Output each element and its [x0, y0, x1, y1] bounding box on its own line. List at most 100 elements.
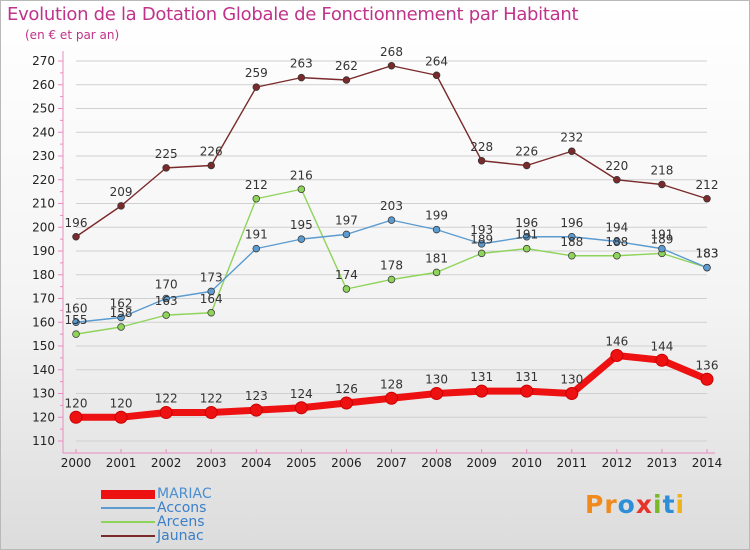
data-label-jaunac: 262 — [335, 59, 358, 73]
data-label-mariac: 131 — [470, 370, 493, 384]
data-label-mariac: 124 — [290, 387, 313, 401]
data-point-accons — [297, 235, 306, 243]
data-label-jaunac: 232 — [560, 130, 583, 144]
data-point-arcens — [568, 252, 576, 260]
y-tick-label: 140 — [32, 363, 55, 377]
data-point-jaunac — [342, 76, 351, 84]
data-label-jaunac: 196 — [65, 216, 88, 230]
data-point-accons — [568, 233, 576, 241]
data-label-arcens: 178 — [380, 259, 403, 273]
legend: MARIAC Accons Arcens Jaunac — [101, 487, 212, 543]
data-label-jaunac: 226 — [515, 145, 538, 159]
logo-letter: i — [653, 490, 663, 519]
data-point-arcens — [432, 268, 441, 277]
y-tick-label: 120 — [32, 410, 55, 424]
legend-swatch — [101, 489, 155, 499]
legend-swatch — [101, 535, 155, 537]
chart-subtitle: (en € et par an) — [25, 28, 120, 42]
y-tick-label: 210 — [32, 197, 55, 211]
y-tick-label: 170 — [32, 292, 55, 306]
data-point-mariac — [430, 387, 444, 400]
x-tick-label: 2011 — [557, 456, 588, 470]
data-label-arcens: 181 — [425, 251, 448, 265]
data-label-mariac: 136 — [696, 358, 719, 372]
data-label-accons: 195 — [290, 218, 313, 232]
data-label-arcens: 188 — [560, 235, 583, 249]
y-tick-label: 230 — [32, 149, 55, 163]
data-label-jaunac: 259 — [245, 66, 268, 80]
data-point-jaunac — [162, 164, 170, 172]
y-tick-label: 130 — [32, 387, 55, 401]
data-point-arcens — [162, 311, 170, 319]
data-label-arcens: 191 — [515, 228, 538, 242]
data-label-arcens: 158 — [110, 306, 133, 320]
data-label-accons: 191 — [650, 228, 673, 242]
x-tick-label: 2005 — [286, 456, 317, 470]
data-label-jaunac: 268 — [380, 45, 403, 59]
y-tick-label: 270 — [32, 54, 55, 68]
data-label-jaunac: 263 — [290, 57, 313, 71]
logo-letter: t — [662, 490, 676, 519]
data-label-accons: 170 — [155, 278, 178, 292]
x-tick-label: 2008 — [421, 456, 452, 470]
x-tick-label: 2014 — [692, 456, 723, 470]
data-point-accons — [522, 233, 531, 241]
data-point-jaunac — [658, 180, 666, 189]
logo-letter: x — [635, 490, 653, 519]
logo-letter: i — [675, 490, 686, 519]
logo-letter: P — [585, 490, 605, 519]
data-label-accons: 199 — [425, 209, 448, 223]
data-label-mariac: 128 — [380, 377, 403, 391]
data-point-jaunac — [568, 147, 576, 156]
data-label-mariac: 131 — [515, 370, 538, 384]
data-point-arcens — [342, 285, 351, 293]
data-label-accons: 191 — [245, 228, 268, 242]
data-point-jaunac — [477, 157, 486, 165]
data-point-accons — [613, 237, 621, 246]
data-point-jaunac — [613, 176, 621, 184]
data-point-arcens — [387, 275, 396, 284]
data-label-accons: 183 — [696, 247, 719, 261]
data-point-accons — [432, 225, 441, 234]
data-point-mariac — [294, 401, 308, 415]
data-point-mariac — [339, 396, 353, 410]
x-tick-label: 2009 — [466, 456, 497, 470]
data-label-arcens: 163 — [155, 294, 178, 308]
data-point-mariac — [385, 391, 398, 405]
legend-item-jaunac: Jaunac — [101, 529, 212, 543]
data-point-accons — [117, 313, 125, 322]
data-point-arcens — [477, 249, 486, 258]
data-label-accons: 194 — [605, 221, 628, 235]
data-point-accons — [387, 216, 396, 224]
legend-item-arcens: Arcens — [101, 515, 212, 529]
data-point-arcens — [252, 195, 261, 203]
data-point-accons — [477, 240, 486, 248]
legend-swatch — [101, 521, 155, 523]
data-point-jaunac — [522, 161, 531, 170]
x-tick-label: 2013 — [647, 456, 678, 470]
data-label-arcens: 212 — [245, 178, 268, 192]
data-label-mariac: 120 — [65, 396, 88, 410]
data-label-mariac: 130 — [425, 373, 448, 387]
data-point-arcens — [207, 309, 215, 317]
data-label-arcens: 164 — [200, 292, 223, 306]
data-point-arcens — [72, 330, 80, 338]
data-point-arcens — [117, 323, 125, 331]
data-point-mariac — [204, 406, 218, 419]
data-point-jaunac — [72, 233, 80, 241]
data-label-jaunac: 209 — [110, 185, 133, 199]
data-point-mariac — [520, 384, 534, 398]
data-label-arcens: 216 — [290, 168, 313, 182]
data-label-jaunac: 264 — [425, 54, 448, 68]
data-label-jaunac: 212 — [696, 178, 719, 192]
x-tick-label: 2003 — [196, 456, 227, 470]
data-point-arcens — [297, 185, 306, 194]
y-tick-label: 190 — [32, 244, 55, 258]
x-tick-label: 2006 — [331, 456, 362, 470]
data-point-arcens — [613, 252, 621, 260]
data-label-accons: 160 — [65, 301, 88, 315]
proxiti-logo: Proxiti — [585, 490, 685, 519]
data-point-mariac — [565, 387, 579, 400]
data-label-jaunac: 220 — [605, 159, 628, 173]
